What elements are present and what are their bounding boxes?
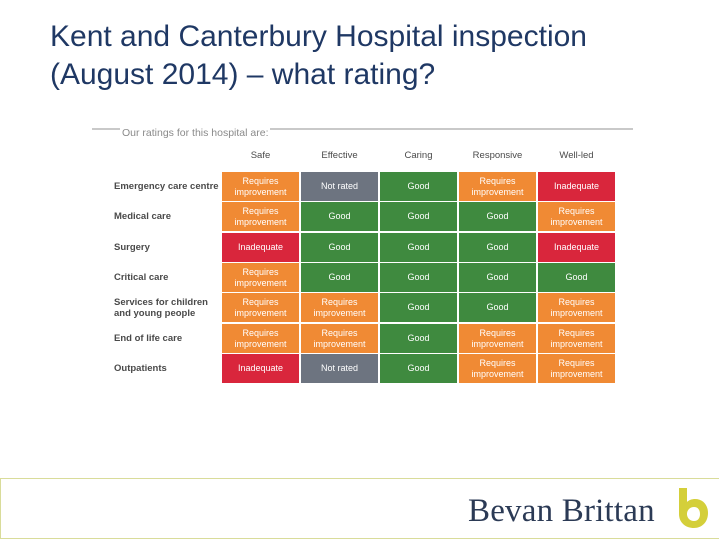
row-label: Surgery [114,242,150,253]
slide-title-line-2: (August 2014) – what rating? [50,58,436,91]
rating-cell: Not rated [301,354,378,383]
row-label: Emergency care centre [114,181,219,192]
rating-cell: Requires improvement [301,324,378,353]
rating-cell: Requires improvement [538,354,615,383]
rating-cell: Good [380,354,457,383]
rating-cell: Good [301,233,378,262]
rating-cell: Good [380,263,457,292]
ratings-subtitle: Our ratings for this hospital are: [120,127,271,139]
rating-cell: Good [459,202,536,231]
rating-cell: Inadequate [222,233,299,262]
rating-cell: Good [380,293,457,322]
rating-cell: Inadequate [538,233,615,262]
rating-cell: Requires improvement [459,324,536,353]
rating-cell: Good [380,324,457,353]
bevan-brittan-logo-icon [679,488,708,528]
row-label: Services for children and young people [114,296,208,319]
rating-cell: Requires improvement [222,263,299,292]
ratings-header-rule [92,128,633,130]
slide-title-line-1: Kent and Canterbury Hospital inspection [50,20,587,53]
rating-cell: Requires improvement [222,324,299,353]
rating-cell: Good [459,293,536,322]
rating-cell: Good [380,172,457,201]
rating-cell: Requires improvement [222,202,299,231]
rating-cell: Not rated [301,172,378,201]
column-header-safe: Safe [250,150,271,161]
rating-cell: Requires improvement [538,293,615,322]
column-header-responsive: Responsive [472,150,523,161]
rating-cell: Requires improvement [459,172,536,201]
slide-title: Kent and Canterbury Hospital inspection … [50,18,700,94]
rating-cell: Requires improvement [538,202,615,231]
row-label: Critical care [114,272,169,283]
footer-band [0,478,719,539]
rating-cell: Good [538,263,615,292]
rating-cell: Requires improvement [222,293,299,322]
brand-name: Bevan Brittan [468,493,655,529]
column-header-well-led: Well-led [559,150,594,161]
rating-cell: Good [380,202,457,231]
column-header-caring: Caring [404,150,433,161]
rating-cell: Requires improvement [459,354,536,383]
row-label: End of life care [114,333,183,344]
rating-cell: Requires improvement [222,172,299,201]
rating-cell: Good [459,233,536,262]
rating-cell: Inadequate [538,172,615,201]
rating-cell: Good [459,263,536,292]
rating-cell: Good [301,202,378,231]
rating-cell: Good [380,233,457,262]
rating-cell: Requires improvement [301,293,378,322]
column-header-effective: Effective [321,150,358,161]
rating-cell: Good [301,263,378,292]
row-label: Outpatients [114,363,167,374]
rating-cell: Requires improvement [538,324,615,353]
row-label: Medical care [114,211,172,222]
rating-cell: Inadequate [222,354,299,383]
